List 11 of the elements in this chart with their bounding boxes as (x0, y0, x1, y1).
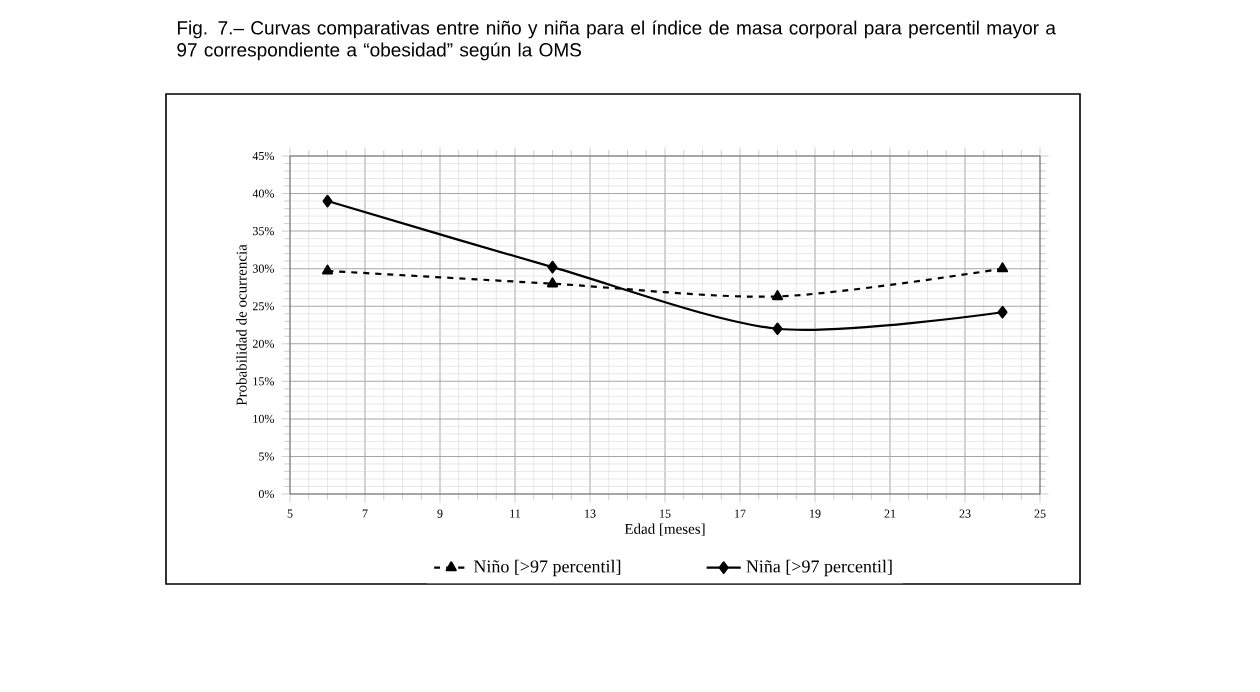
point (772, 322, 783, 336)
point (322, 194, 333, 208)
point (996, 262, 1009, 273)
point (771, 290, 784, 301)
point (546, 277, 559, 288)
point (321, 264, 334, 275)
point (547, 260, 558, 274)
point (997, 305, 1008, 319)
legend-label: Niño [>97 percentil] (473, 559, 621, 577)
legend-label: Niña [>97 percentil] (746, 559, 892, 577)
chart-title: Fig. 7.– Curvas comparativas entre niño y niña para el índice de masa corporal para percentil mayor a 97 correspondiente a “obesidad” según la OMS (177, 20, 1056, 61)
